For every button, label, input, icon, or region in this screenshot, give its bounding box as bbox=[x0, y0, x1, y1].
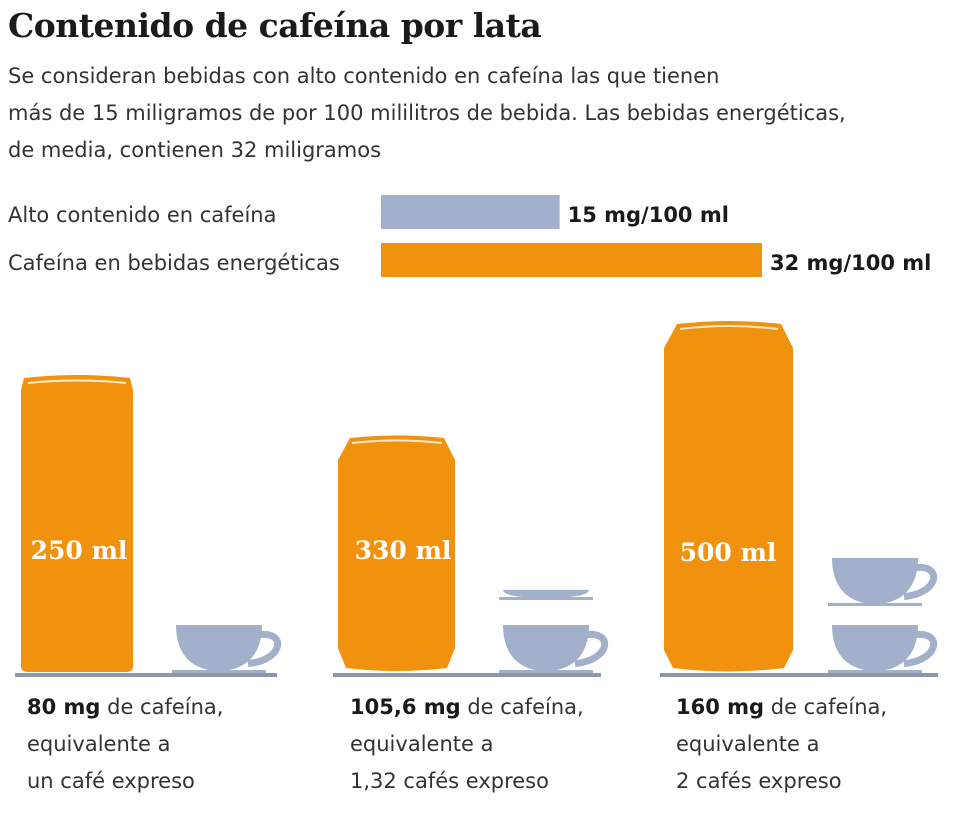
espresso-cup-2-2 bbox=[503, 589, 589, 598]
espresso-cup-2-1 bbox=[503, 625, 589, 671]
chart-subtitle: Se consideran bebidas con alto contenido… bbox=[8, 58, 953, 169]
subtitle-line-2: más de 15 miligramos de por 100 mililitr… bbox=[8, 101, 846, 125]
espresso-cup-1-1-handle bbox=[247, 630, 282, 668]
floor-line-3 bbox=[660, 673, 938, 677]
ref-bar-high-caffeine bbox=[381, 195, 560, 229]
caption-rest: de cafeína, bbox=[460, 695, 584, 719]
ref-bar-energy-drinks bbox=[381, 243, 762, 277]
caption-500ml: 160 mg de cafeína, equivalente a 2 cafés… bbox=[676, 689, 960, 800]
can-330ml: 330 ml bbox=[338, 435, 455, 671]
espresso-cup-1-1-saucer bbox=[172, 670, 266, 673]
espresso-cup-3-2-handle bbox=[903, 563, 938, 601]
caption-line-2: equivalente a bbox=[27, 732, 171, 756]
subtitle-line-3: de media, contienen 32 miligramos bbox=[8, 138, 382, 162]
ref-label-energy-drinks: Cafeína en bebidas energéticas bbox=[8, 251, 340, 275]
caption-rest: de cafeína, bbox=[764, 695, 888, 719]
caption-line-2: equivalente a bbox=[676, 732, 820, 756]
caption-rest: de cafeína, bbox=[100, 695, 224, 719]
caption-amount: 160 mg bbox=[676, 695, 765, 719]
floor-lines bbox=[15, 673, 938, 677]
ref-label-high-caffeine: Alto contenido en cafeína bbox=[8, 203, 276, 227]
caption-line-3: un café expreso bbox=[27, 769, 195, 793]
chart-title: Contenido de cafeína por lata bbox=[8, 6, 542, 45]
espresso-cup-3-1 bbox=[832, 625, 918, 671]
caption-amount: 80 mg bbox=[27, 695, 101, 719]
can-500ml: 500 ml bbox=[664, 321, 793, 672]
caption-line-3: 2 cafés expreso bbox=[676, 769, 842, 793]
espresso-cup-3-1-handle bbox=[903, 630, 938, 668]
espresso-cup-2-2-saucer bbox=[499, 597, 593, 600]
caption-line-1: 160 mg de cafeína, bbox=[676, 689, 960, 726]
can-volume-label-500: 500 ml bbox=[680, 538, 777, 567]
subtitle-line-1: Se consideran bebidas con alto contenido… bbox=[8, 64, 720, 88]
ref-value-energy-drinks: 32 mg/100 ml bbox=[770, 251, 931, 275]
espresso-cup-3-2 bbox=[832, 558, 918, 604]
espresso-cup-2-1-saucer bbox=[499, 670, 593, 673]
caption-line-1: 105,6 mg de cafeína, bbox=[350, 689, 650, 726]
floor-line-1 bbox=[15, 673, 277, 677]
caption-330ml: 105,6 mg de cafeína, equivalente a 1,32 … bbox=[350, 689, 650, 800]
reference-bars: Alto contenido en cafeína 15 mg/100 ml C… bbox=[8, 195, 931, 277]
espresso-cups bbox=[172, 558, 938, 673]
caption-line-1: 80 mg de cafeína, bbox=[27, 689, 327, 726]
espresso-cup-3-2-saucer bbox=[828, 603, 922, 606]
caption-line-2: equivalente a bbox=[350, 732, 494, 756]
caption-amount: 105,6 mg bbox=[350, 695, 461, 719]
floor-line-2 bbox=[333, 673, 601, 677]
can-volume-label-330: 330 ml bbox=[355, 536, 452, 565]
espresso-cup-1-1 bbox=[176, 625, 262, 671]
ref-value-high-caffeine: 15 mg/100 ml bbox=[568, 203, 729, 227]
caption-250ml: 80 mg de cafeína, equivalente a un café … bbox=[27, 689, 327, 800]
espresso-cup-2-1-handle bbox=[574, 630, 609, 668]
espresso-cup-3-1-saucer bbox=[828, 670, 922, 673]
can-250ml: 250 ml bbox=[21, 375, 133, 672]
can-volume-label-250: 250 ml bbox=[31, 536, 128, 565]
caption-line-3: 1,32 cafés expreso bbox=[350, 769, 549, 793]
